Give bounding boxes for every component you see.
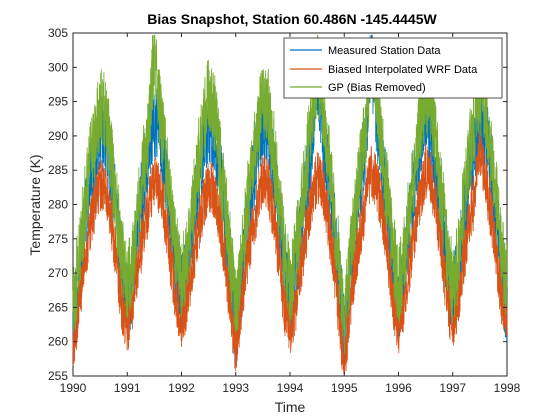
legend-box [283, 37, 503, 99]
y-tick-label: 300 [48, 60, 68, 74]
y-tick-label: 275 [48, 232, 68, 246]
legend: Measured Station Data Biased Interpolate… [283, 37, 503, 99]
y-tick-label: 255 [48, 369, 68, 383]
series-layer [72, 34, 508, 375]
x-tick-label: 1990 [60, 381, 87, 395]
legend-label-wrf: Biased Interpolated WRF Data [328, 64, 478, 76]
y-tick-label: 265 [48, 300, 68, 314]
x-tick-label: 1998 [494, 381, 521, 395]
x-tick-label: 1995 [331, 381, 358, 395]
y-tick-label: 280 [48, 198, 68, 212]
x-axis-label: Time [275, 399, 306, 415]
legend-label-measured: Measured Station Data [328, 45, 441, 57]
y-axis-label: Temperature (K) [27, 154, 43, 255]
y-tick-label: 290 [48, 129, 68, 143]
y-tick-label: 270 [48, 266, 68, 280]
y-axis: 255 260 265 270 275 280 285 290 295 300 305 [48, 26, 507, 383]
x-tick-label: 1993 [222, 381, 249, 395]
y-tick-label: 305 [48, 26, 68, 40]
x-tick-label: 1997 [439, 381, 466, 395]
x-tick-label: 1991 [114, 381, 141, 395]
y-tick-label: 295 [48, 95, 68, 109]
x-tick-label: 1996 [385, 381, 412, 395]
y-tick-label: 260 [48, 335, 68, 349]
legend-label-gp: GP (Bias Removed) [328, 82, 426, 94]
x-tick-label: 1994 [277, 381, 304, 395]
x-axis: 1990 1991 1992 1993 1994 1995 1996 1997 1998 [60, 33, 521, 395]
series-line-2 [72, 34, 508, 354]
x-tick-label: 1992 [168, 381, 195, 395]
y-tick-label: 285 [48, 163, 68, 177]
chart-title: Bias Snapshot, Station 60.486N -145.4445… [147, 11, 437, 27]
